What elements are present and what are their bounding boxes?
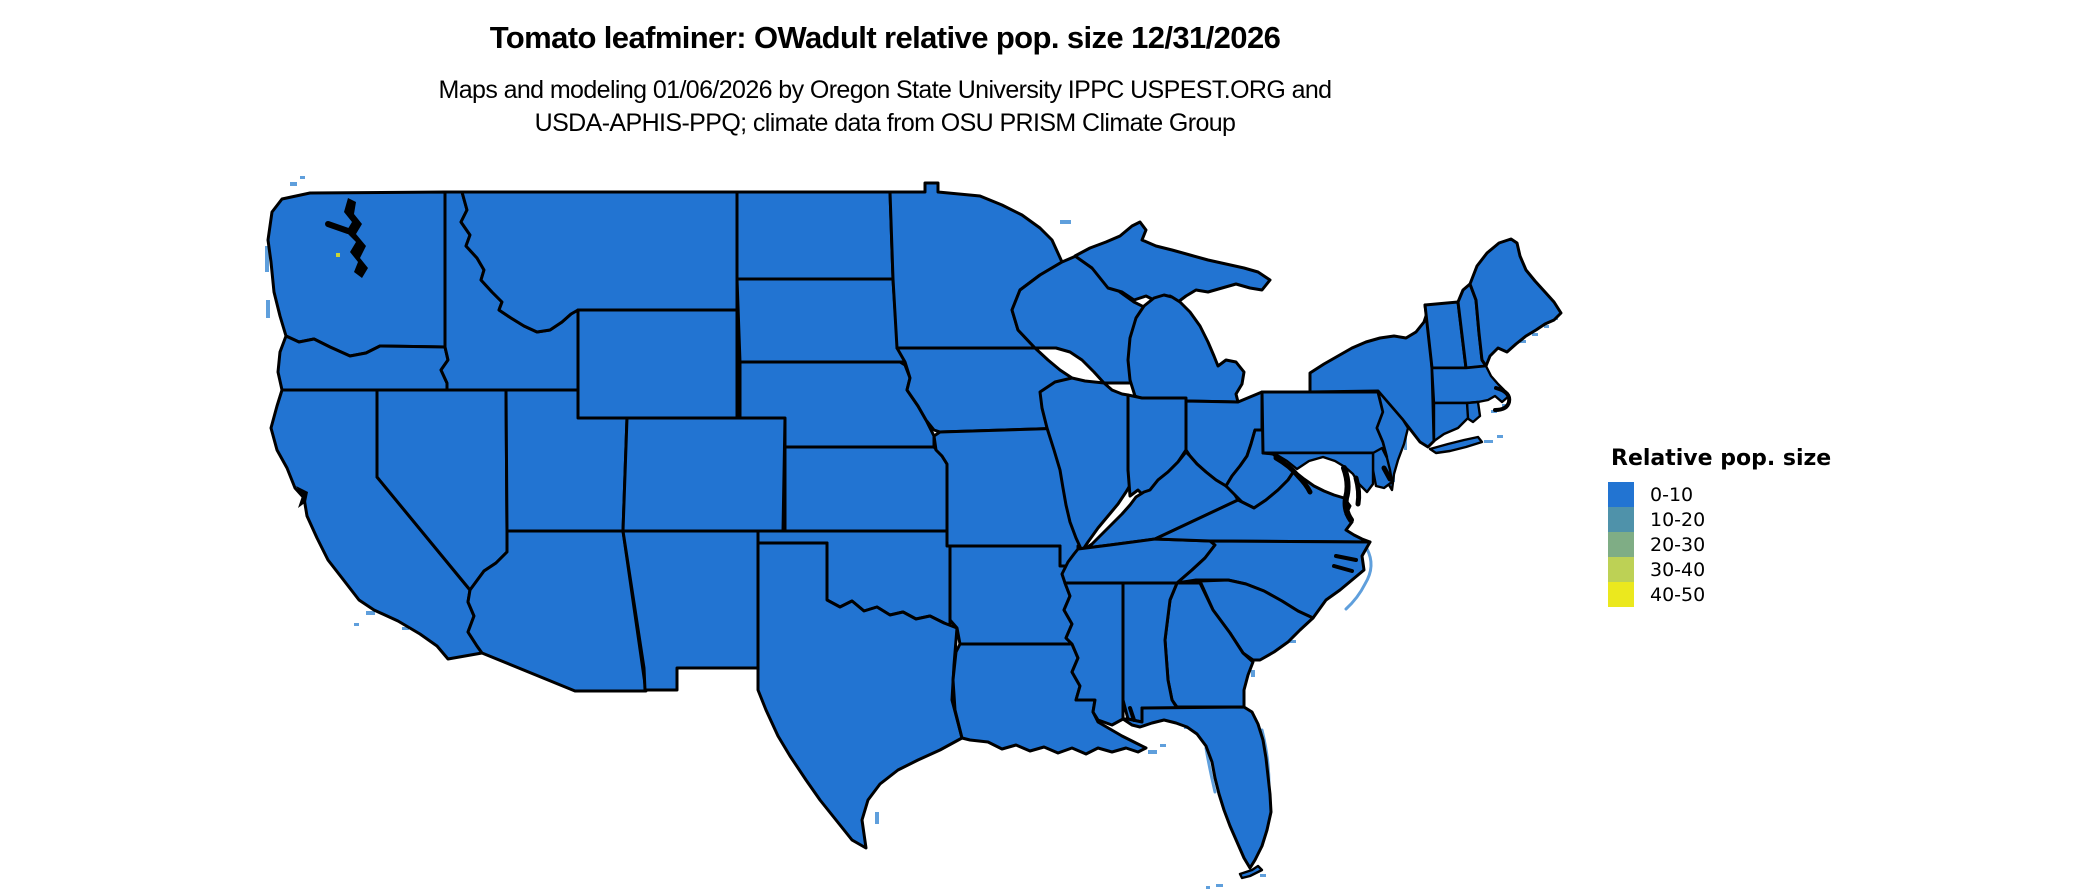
florida-keys [1238,864,1264,880]
cape-cod-hook [1493,386,1512,412]
legend-label: 30-40 [1650,558,1706,581]
figure-header: Tomato leafminer: OWadult relative pop. … [0,20,1770,140]
legend-item: 0-10 [1608,482,1831,507]
legend-label: 40-50 [1650,583,1706,606]
state-north-dakota [735,190,895,281]
san-francisco-bay [296,486,308,508]
legend-swatch [1608,507,1634,532]
state-montana [459,190,739,334]
state-massachusetts [1430,364,1511,405]
state-michigan-upper-peninsula [1073,220,1272,304]
chesapeake-bay [1341,465,1354,523]
olympic-inlet [325,221,351,234]
state-alabama [1121,581,1179,724]
puget-sound [344,198,368,278]
states-layer [266,181,1563,880]
legend-swatch [1608,557,1634,582]
state-pennsylvania [1260,390,1389,459]
legend-item: 30-40 [1608,557,1831,582]
legend-label: 20-30 [1650,533,1706,556]
delaware-bay [1381,465,1393,482]
state-michigan [1126,293,1246,404]
state-rhode-island [1465,400,1482,424]
legend-label: 0-10 [1650,483,1694,506]
potomac-river [1273,455,1313,495]
isle-royale-island [1060,220,1071,224]
state-colorado [621,416,787,533]
figure-subtitle-line2: USDA-APHIS-PPQ; climate data from OSU PR… [534,109,1236,137]
state-texas [756,541,964,850]
state-arkansas [948,544,1080,646]
legend-swatch [1608,482,1634,507]
state-virginia [1153,469,1372,544]
legend-title: Relative pop. size [1611,446,1832,471]
state-new-york-long-island [1428,435,1484,455]
state-mississippi [1062,581,1125,727]
state-wyoming [576,308,739,420]
state-kansas [783,445,949,533]
state-arizona [466,529,648,693]
mobile-bay [1128,706,1136,722]
state-maine [1468,237,1563,368]
state-new-mexico [621,529,760,692]
raster-hotspot-dot [336,253,340,257]
state-washington [266,190,447,358]
legend-item: 40-50 [1608,582,1831,607]
state-illinois [1038,376,1134,553]
state-south-dakota [735,277,907,364]
legend-swatch [1608,582,1634,607]
water-features [296,198,1512,722]
legend-rows: 0-10 10-20 20-30 30-40 40-50 [1608,482,1831,607]
state-connecticut [1432,401,1470,443]
chesapeake-bay-east-prong [1353,475,1362,507]
legend-swatch [1608,532,1634,557]
map-legend: Relative pop. size 0-10 10-20 20-30 30-40 40… [1608,446,1831,607]
legend-item: 20-30 [1608,532,1831,557]
figure-subtitle-line1: Maps and modeling 01/06/2026 by Oregon S… [438,76,1333,104]
figure-title: Tomato leafminer: OWadult relative pop. … [489,20,1281,55]
state-florida [1121,705,1273,870]
state-maryland [1261,451,1375,494]
legend-item: 10-20 [1608,507,1831,532]
pamlico-sound [1332,554,1358,573]
legend-label: 10-20 [1650,508,1706,531]
